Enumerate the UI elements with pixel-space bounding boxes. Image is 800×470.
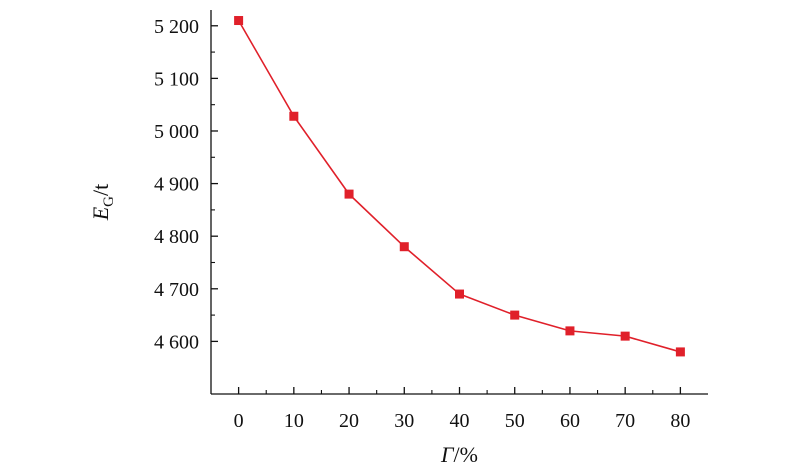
data-point [510, 310, 520, 320]
y-axis-subscript: G [101, 196, 117, 207]
x-tick-label: 40 [450, 410, 470, 432]
y-tick-label: 5 100 [154, 68, 199, 90]
x-tick-label: 60 [560, 410, 580, 432]
y-tick-label: 5 000 [154, 121, 199, 143]
data-point [234, 16, 244, 26]
x-tick-label: 70 [615, 410, 635, 432]
x-tick-label: 30 [394, 410, 414, 432]
y-axis-symbol: E [88, 206, 113, 221]
data-point [399, 242, 409, 252]
y-tick-label: 4 900 [154, 174, 199, 196]
data-point [455, 289, 464, 299]
series-layer [234, 16, 685, 357]
x-tick-label: 80 [670, 410, 690, 432]
y-axis-title: EG/t [88, 184, 117, 222]
data-point [289, 111, 299, 121]
y-tick-label: 4 600 [154, 331, 199, 353]
y-ticks: 4 600 4 700 4 800 4 900 5 000 5 100 5 200 [154, 16, 218, 353]
x-axis-title: Γ/% [440, 442, 478, 467]
x-axis-symbol: Γ [440, 442, 455, 467]
axes [210, 10, 708, 395]
series-line [237, 20, 681, 353]
x-tick-label: 20 [339, 410, 359, 432]
data-point [675, 347, 685, 357]
y-tick-label: 5 200 [154, 16, 199, 38]
y-tick-label: 4 700 [154, 279, 199, 301]
y-tick-label: 4 800 [154, 226, 199, 248]
data-point [344, 189, 354, 199]
data-point [565, 326, 575, 336]
x-tick-label: 50 [505, 410, 525, 432]
x-tick-label: 0 [234, 410, 244, 432]
y-axis-unit: /t [88, 184, 113, 196]
x-axis-unit: /% [454, 442, 478, 467]
x-ticks: 0 10 20 30 40 50 60 70 80 [234, 387, 690, 432]
x-tick-label: 10 [284, 410, 304, 432]
data-point [620, 331, 630, 341]
